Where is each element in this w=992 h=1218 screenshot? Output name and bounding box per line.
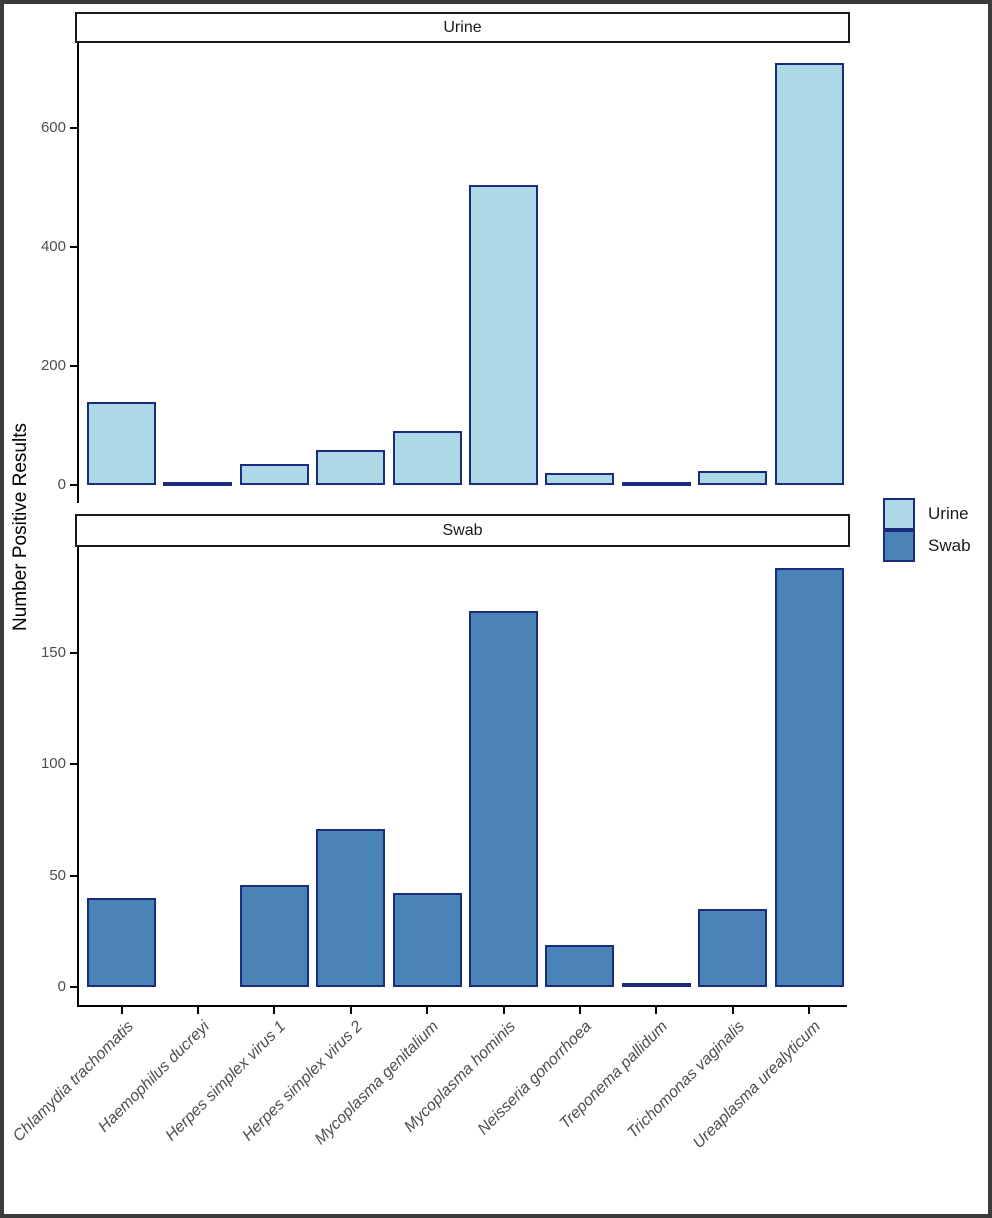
x-tick-neisseria-gonorrhoea (578, 1007, 581, 1014)
facet-strip-swab-label: Swab (442, 521, 483, 539)
y-tick-urine-200 (70, 365, 77, 367)
x-tick-mycoplasma-genitalium (426, 1007, 429, 1014)
x-tick-haemophilus-ducreyi (196, 1007, 199, 1014)
y-axis-line-swab (77, 547, 79, 1007)
bar-urine-mycoplasma-genitalium (392, 431, 462, 485)
bar-swab-chlamydia-trachomatis (87, 897, 156, 987)
legend-key-urine-swatch (883, 498, 915, 530)
bar-swab-treponema-pallidum (621, 982, 691, 987)
y-tick-swab-150 (70, 651, 77, 654)
y-tick-swab-0 (70, 986, 77, 988)
y-tick-label-urine-200: 200 (40, 357, 66, 374)
x-tick-ureaplasma-urealyticum (808, 1007, 811, 1014)
x-tick-herpes-simplex-virus-1 (273, 1007, 276, 1014)
x-tick-mycoplasma-hominis (502, 1007, 505, 1014)
bar-urine-mycoplasma-hominis (469, 184, 538, 485)
y-tick-label-swab-50: 50 (49, 866, 66, 884)
facet-strip-urine-label: Urine (443, 18, 482, 36)
bar-urine-haemophilus-ducreyi (163, 482, 233, 486)
legend-item-swab: Swab (883, 530, 971, 562)
facet-strip-swab: Swab (75, 514, 850, 547)
bar-urine-trichomonas-vaginalis (698, 471, 768, 485)
x-tick-trichomonas-vaginalis (731, 1007, 734, 1014)
y-axis-line-urine (77, 43, 79, 503)
legend-item-urine: Urine (883, 498, 971, 530)
legend-key-swab-swatch (883, 530, 915, 562)
bar-swab-herpes-simplex-virus-2 (316, 828, 386, 987)
y-tick-urine-600 (70, 127, 77, 129)
plot-canvas: Number Positive Results Urine Swab 0 200 4… (4, 4, 988, 1214)
x-tick-herpes-simplex-virus-2 (349, 1007, 352, 1014)
bar-urine-neisseria-gonorrhoea (545, 473, 615, 485)
y-tick-label-swab-100: 100 (40, 755, 66, 773)
y-tick-swab-50 (70, 874, 77, 877)
bar-urine-herpes-simplex-virus-2 (316, 450, 386, 485)
bar-urine-herpes-simplex-virus-1 (239, 464, 309, 485)
bar-urine-chlamydia-trachomatis (87, 401, 156, 485)
bar-urine-treponema-pallidum (621, 482, 691, 486)
facet-strip-urine: Urine (75, 12, 850, 43)
legend-label-urine: Urine (928, 504, 969, 523)
x-tick-treponema-pallidum (655, 1007, 658, 1014)
legend: Urine Swab (883, 498, 971, 562)
bar-swab-trichomonas-vaginalis (698, 909, 768, 987)
y-tick-swab-100 (70, 763, 77, 766)
y-tick-label-urine-0: 0 (57, 476, 66, 493)
bar-swab-mycoplasma-genitalium (392, 893, 462, 987)
y-tick-label-urine-400: 400 (40, 238, 66, 255)
bar-swab-herpes-simplex-virus-1 (239, 884, 309, 987)
legend-label-swab: Swab (928, 536, 971, 555)
y-tick-urine-0 (70, 484, 77, 486)
y-tick-label-swab-0: 0 (57, 978, 66, 995)
bar-swab-neisseria-gonorrhoea (545, 944, 615, 987)
y-axis-title: Number Positive Results (10, 422, 31, 632)
bar-swab-ureaplasma-urealyticum (774, 568, 844, 987)
y-tick-urine-400 (70, 246, 77, 248)
x-tick-chlamydia-trachomatis (120, 1007, 123, 1014)
x-axis-line (77, 1005, 847, 1007)
y-tick-label-swab-150: 150 (40, 643, 66, 661)
y-tick-label-urine-600: 600 (40, 119, 66, 136)
bar-urine-ureaplasma-urealyticum (774, 62, 844, 485)
bar-swab-mycoplasma-hominis (469, 610, 538, 987)
